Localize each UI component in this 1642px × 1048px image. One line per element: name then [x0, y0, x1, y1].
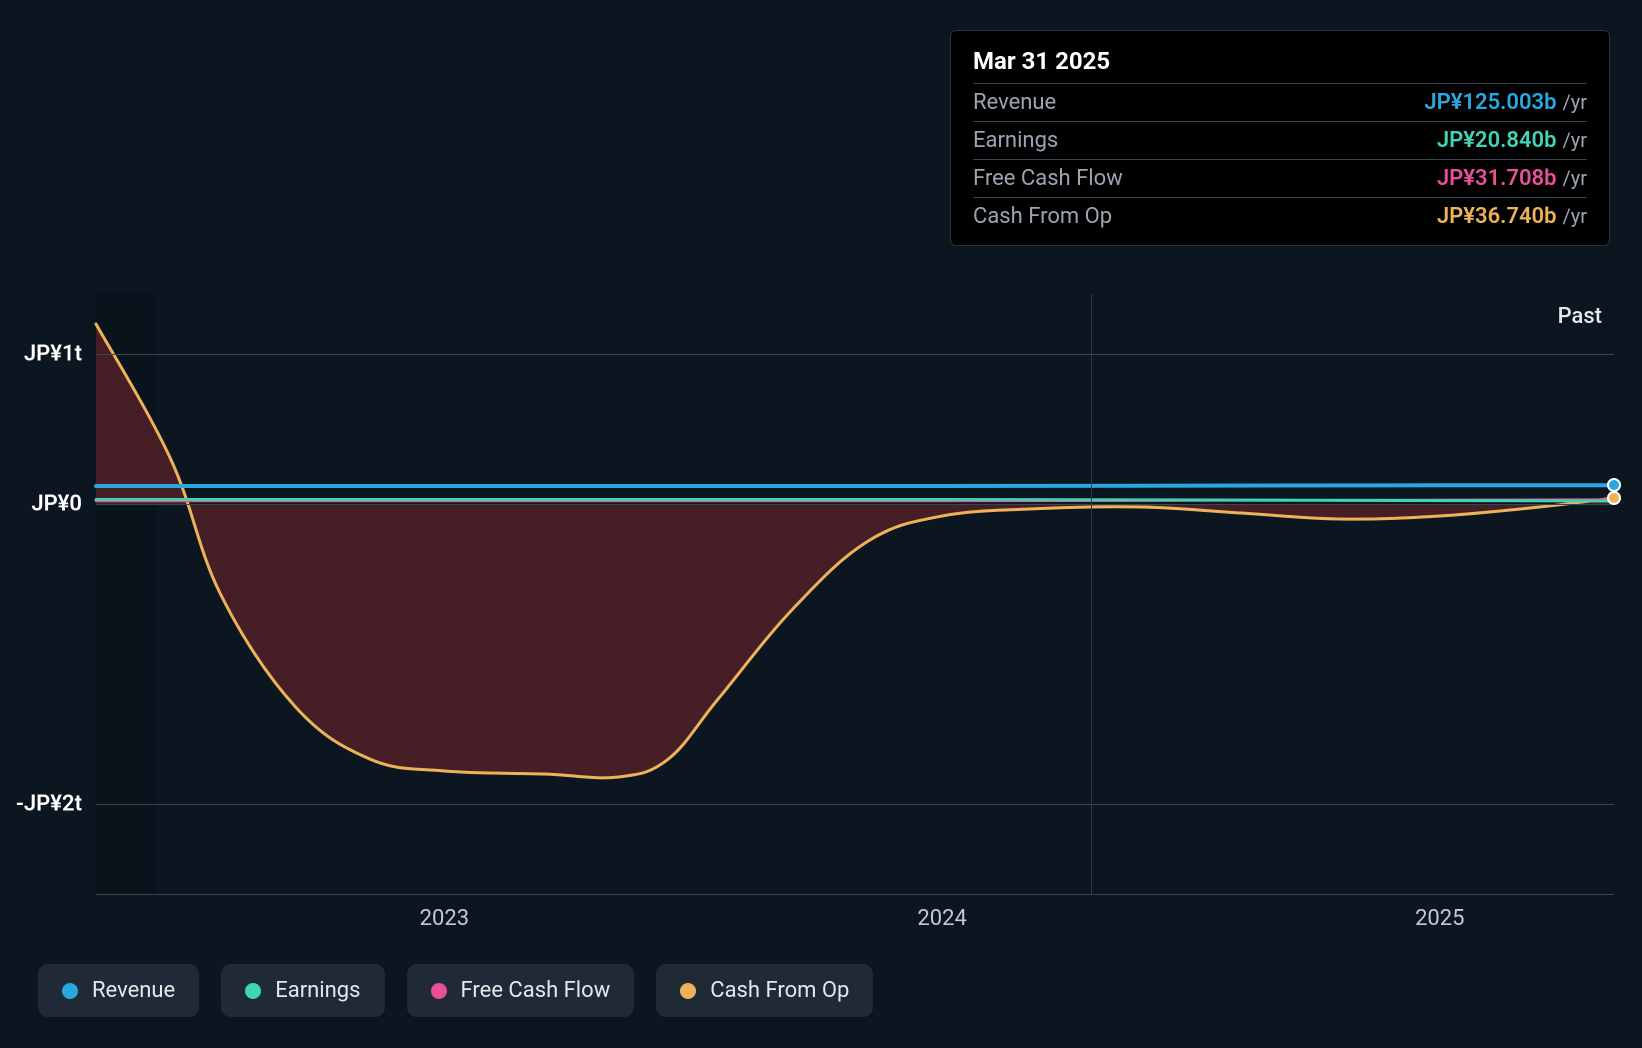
tooltip-row: Earnings JP¥20.840b/yr	[973, 121, 1587, 159]
tooltip-metric-label: Free Cash Flow	[973, 166, 1123, 191]
legend-item-revenue[interactable]: Revenue	[38, 964, 199, 1017]
legend-item-cash-from-op[interactable]: Cash From Op	[656, 964, 873, 1017]
tooltip-unit: /yr	[1563, 166, 1588, 190]
tooltip-date: Mar 31 2025	[973, 47, 1587, 83]
gridline	[96, 504, 1614, 505]
y-axis-label: JP¥0	[31, 492, 82, 517]
gridline	[96, 804, 1614, 805]
legend-item-free-cash-flow[interactable]: Free Cash Flow	[407, 964, 635, 1017]
revenue-line	[96, 485, 1614, 486]
tooltip-metric-value: JP¥20.840b	[1437, 128, 1557, 153]
tooltip-metric-label: Earnings	[973, 128, 1058, 153]
tooltip-row: Cash From Op JP¥36.740b/yr	[973, 197, 1587, 235]
tooltip-unit: /yr	[1563, 128, 1588, 152]
tooltip-row: Free Cash Flow JP¥31.708b/yr	[973, 159, 1587, 197]
legend-dot-icon	[680, 983, 696, 999]
past-label: Past	[1558, 304, 1602, 329]
plot-area[interactable]: Past JP¥1tJP¥0-JP¥2t202320242025	[96, 294, 1614, 894]
revenue-end-marker	[1607, 478, 1621, 492]
legend-label: Earnings	[275, 978, 360, 1003]
data-tooltip: Mar 31 2025 RevenueJP¥125.003b/yrEarning…	[950, 30, 1610, 246]
legend-label: Free Cash Flow	[461, 978, 611, 1003]
tooltip-unit: /yr	[1563, 90, 1588, 114]
tooltip-metric-label: Cash From Op	[973, 204, 1112, 229]
legend-dot-icon	[431, 983, 447, 999]
tooltip-metric-value: JP¥36.740b	[1437, 204, 1557, 229]
x-axis-label: 2025	[1415, 906, 1464, 931]
y-axis-label: JP¥1t	[24, 342, 82, 367]
tooltip-unit: /yr	[1563, 204, 1588, 228]
cash_from_op-end-marker	[1607, 491, 1621, 505]
tooltip-metric-value: JP¥31.708b	[1437, 166, 1557, 191]
x-axis-label: 2023	[420, 906, 469, 931]
legend-label: Cash From Op	[710, 978, 849, 1003]
x-axis-label: 2024	[917, 906, 966, 931]
tooltip-row: Revenue JP¥125.003b/yr	[973, 83, 1587, 121]
legend-dot-icon	[62, 983, 78, 999]
tooltip-metric-label: Revenue	[973, 90, 1056, 115]
legend-label: Revenue	[92, 978, 175, 1003]
cursor-line	[1091, 294, 1092, 894]
legend: Revenue Earnings Free Cash Flow Cash From O…	[38, 964, 873, 1017]
x-axis-line	[96, 894, 1614, 895]
earnings-line	[96, 499, 1614, 501]
gridline	[96, 354, 1614, 355]
tooltip-metric-value: JP¥125.003b	[1424, 90, 1556, 115]
legend-item-earnings[interactable]: Earnings	[221, 964, 384, 1017]
legend-dot-icon	[245, 983, 261, 999]
y-axis-label: -JP¥2t	[16, 792, 82, 817]
